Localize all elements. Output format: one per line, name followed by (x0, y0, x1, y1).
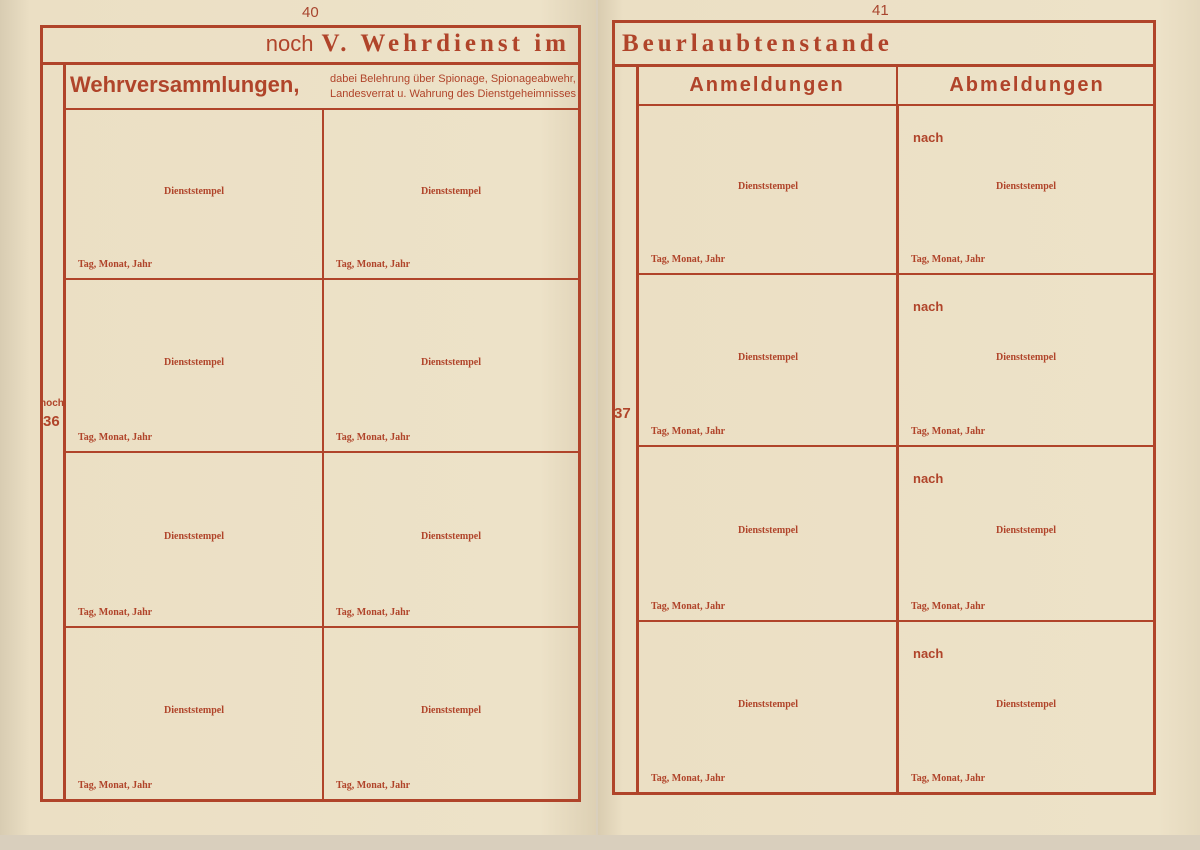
date-label: Tag, Monat, Jahr (336, 259, 411, 270)
row-marker-prefix: noch (40, 398, 64, 409)
nach-label: nach (913, 130, 944, 145)
stamp-label: Dienststempel (996, 181, 1056, 193)
date-label: Tag, Monat, Jahr (78, 780, 153, 791)
stamp-cell: Dienststempel Tag, Monat, Jahr (639, 275, 897, 447)
divider (636, 64, 639, 795)
date-label: Tag, Monat, Jahr (336, 607, 411, 618)
page-number: 40 (302, 4, 319, 21)
stamp-label: Dienststempel (996, 698, 1056, 710)
stamp-cell: Dienststempel Tag, Monat, Jahr (639, 106, 897, 275)
row-marker-number: 37 (614, 405, 631, 422)
stamp-label: Dienststempel (738, 698, 798, 710)
stamp-label: Dienststempel (164, 356, 224, 368)
column-header-abmeldungen: Abmeldungen (949, 74, 1105, 96)
date-label: Tag, Monat, Jahr (336, 780, 411, 791)
stamp-label: Dienststempel (421, 530, 481, 542)
stamp-label: Dienststempel (996, 524, 1056, 536)
right-page: 41 (598, 0, 1200, 835)
stamp-label: Dienststempel (738, 181, 798, 193)
stamp-label: Dienststempel (164, 185, 224, 197)
date-label: Tag, Monat, Jahr (651, 254, 726, 265)
stamp-cell: nach Dienststempel Tag, Monat, Jahr (897, 275, 1153, 447)
stamp-cell: nach Dienststempel Tag, Monat, Jahr (897, 447, 1153, 622)
title-text: V. Wehrdienst im (321, 30, 570, 57)
stamp-cell: Dienststempel Tag, Monat, Jahr (322, 453, 578, 628)
stamp-cell: nach Dienststempel Tag, Monat, Jahr (897, 106, 1153, 275)
stamp-label: Dienststempel (164, 530, 224, 542)
stamp-label: Dienststempel (164, 704, 224, 716)
date-label: Tag, Monat, Jahr (651, 773, 726, 784)
section-subtitle: dabei Belehrung über Spionage, Spionagea… (330, 72, 576, 102)
date-label: Tag, Monat, Jahr (651, 426, 726, 437)
stamp-label: Dienststempel (738, 351, 798, 363)
stamp-cell: Dienststempel Tag, Monat, Jahr (322, 628, 578, 799)
stamp-cell: Dienststempel Tag, Monat, Jahr (322, 110, 578, 280)
subtitle-line: dabei Belehrung über Spionage, Spionagea… (329, 73, 576, 85)
divider (63, 108, 581, 110)
stamp-cell: Dienststempel Tag, Monat, Jahr (322, 280, 578, 453)
stamp-cell: nach Dienststempel Tag, Monat, Jahr (897, 622, 1153, 792)
left-page: 40 (0, 0, 596, 835)
divider (636, 104, 1156, 106)
nach-label: nach (913, 471, 944, 486)
date-label: Tag, Monat, Jahr (651, 601, 726, 612)
page-title: Beurlaubtenstande (622, 30, 893, 57)
divider (612, 64, 1156, 67)
nach-label: nach (913, 299, 944, 314)
date-label: Tag, Monat, Jahr (911, 254, 986, 265)
date-label: Tag, Monat, Jahr (78, 259, 153, 270)
nach-label: nach (913, 646, 944, 661)
stamp-cell: Dienststempel Tag, Monat, Jahr (66, 110, 322, 280)
stamp-label: Dienststempel (738, 524, 798, 536)
stamp-label: Dienststempel (421, 356, 481, 368)
stamp-cell: Dienststempel Tag, Monat, Jahr (66, 280, 322, 453)
page-title: noch V. Wehrdienst im (266, 30, 570, 58)
page-number: 41 (872, 2, 889, 19)
date-label: Tag, Monat, Jahr (336, 432, 411, 443)
date-label: Tag, Monat, Jahr (911, 601, 986, 612)
divider (40, 62, 581, 65)
stamp-cell: Dienststempel Tag, Monat, Jahr (639, 622, 897, 792)
left-form-border (40, 25, 581, 802)
divider (63, 62, 66, 802)
right-form-border (612, 20, 1156, 795)
date-label: Tag, Monat, Jahr (911, 773, 986, 784)
column-header-anmeldungen: Anmeldungen (689, 74, 845, 96)
stamp-cell: Dienststempel Tag, Monat, Jahr (66, 453, 322, 628)
date-label: Tag, Monat, Jahr (78, 607, 153, 618)
date-label: Tag, Monat, Jahr (78, 432, 153, 443)
row-marker-number: 36 (43, 413, 60, 430)
stamp-label: Dienststempel (421, 704, 481, 716)
subtitle-line: Landesverrat u. Wahrung des Dienstgeheim… (329, 88, 576, 100)
stamp-cell: Dienststempel Tag, Monat, Jahr (639, 447, 897, 622)
stamp-label: Dienststempel (996, 351, 1056, 363)
stamp-label: Dienststempel (421, 185, 481, 197)
stamp-cell: Dienststempel Tag, Monat, Jahr (66, 628, 322, 799)
date-label: Tag, Monat, Jahr (911, 426, 986, 437)
title-prefix: noch (265, 31, 314, 56)
section-title: Wehrversammlungen, (70, 72, 300, 97)
